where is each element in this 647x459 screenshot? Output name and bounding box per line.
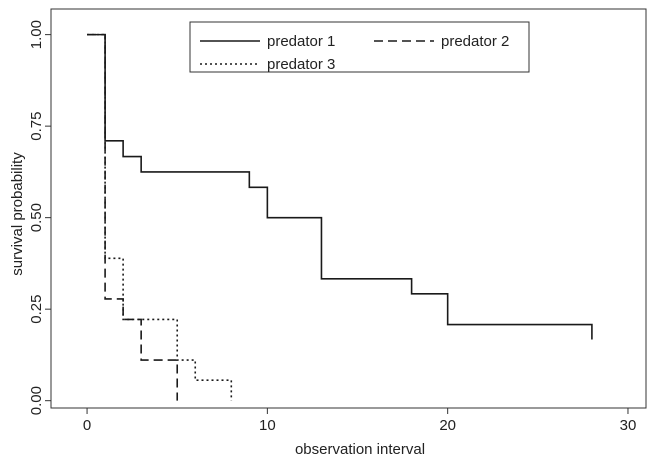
series-layer — [87, 33, 593, 401]
legend-label: predator 2 — [441, 33, 509, 50]
x-tick-label: 0 — [83, 417, 91, 434]
x-axis-label: observation interval — [295, 441, 425, 458]
y-tick-label: 0.25 — [28, 295, 45, 324]
y-tick-label: 0.00 — [28, 386, 45, 415]
series-line-3 — [87, 33, 233, 401]
legend-label: predator 1 — [267, 33, 335, 50]
series-line-2 — [87, 33, 179, 401]
y-axis: 0.00 0.25 0.50 0.75 1.00 — [28, 20, 51, 415]
legend-label: predator 3 — [267, 56, 335, 73]
x-axis: 0 10 20 30 — [83, 408, 636, 434]
plot-frame — [50, 8, 647, 409]
legend: predator 1 predator 2 predator 3 — [189, 21, 530, 73]
x-tick-label: 10 — [259, 417, 276, 434]
x-tick-label: 20 — [439, 417, 456, 434]
y-tick-label: 0.50 — [28, 203, 45, 232]
y-tick-label: 1.00 — [28, 20, 45, 49]
y-tick-label: 0.75 — [28, 112, 45, 141]
plot-border — [50, 8, 647, 409]
x-tick-label: 30 — [620, 417, 637, 434]
series-line-1 — [87, 33, 593, 340]
y-axis-label: survival probability — [9, 152, 26, 276]
